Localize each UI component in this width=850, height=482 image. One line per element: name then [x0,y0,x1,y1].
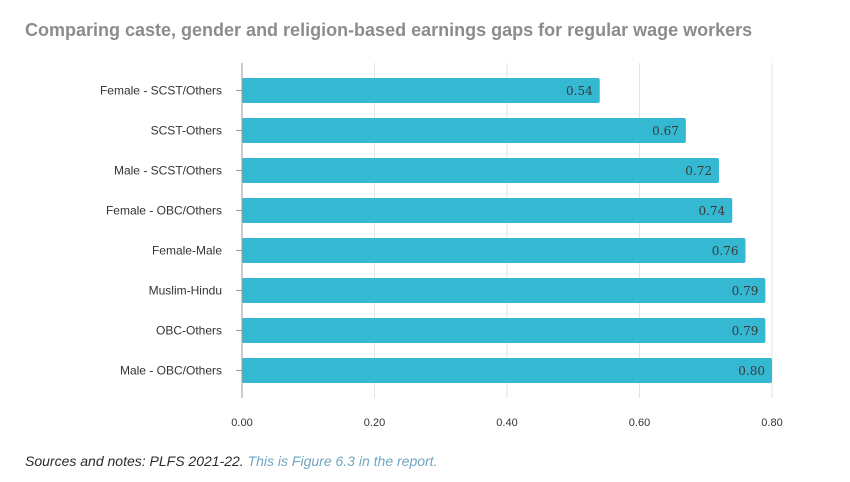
category-label: Muslim-Hindu [149,284,222,298]
bar [242,318,766,343]
labels: 0.00 0.20 0.40 0.60 0.80 0.54 Female - SCST/Ot… [100,84,783,430]
category-label: Female - OBC/Others [106,204,222,218]
sources-notes: Sources and notes: PLFS 2021-22. This is… [25,453,437,469]
bar [242,78,600,103]
bar [242,198,733,223]
figure-reference-link[interactable]: This is Figure 6.3 in the report. [247,453,438,469]
category-label: Male - OBC/Others [120,364,222,378]
chart-title: Comparing caste, gender and religion-bas… [25,20,753,40]
bar-value-label: 0.79 [732,324,759,338]
bar-value-label: 0.79 [732,284,759,298]
bar-chart: 0.00 0.20 0.40 0.60 0.80 0.54 Female - SCST/Ot… [100,63,783,430]
category-label: OBC-Others [156,324,222,338]
x-tick-label: 0.00 [231,417,252,429]
x-tick-label: 0.20 [364,417,385,429]
bar-value-label: 0.72 [685,164,712,178]
x-tick-label: 0.40 [496,417,517,429]
x-tick-label: 0.60 [629,417,650,429]
bar-value-label: 0.74 [699,204,726,218]
axes [236,63,243,398]
bar-value-label: 0.67 [652,124,679,138]
bar [242,158,719,183]
gridlines [374,63,773,398]
bar-value-label: 0.54 [566,84,593,98]
bar [242,278,766,303]
bar [242,238,746,263]
bar-value-label: 0.76 [712,244,739,258]
category-label: SCST-Others [151,124,222,138]
category-label: Female-Male [152,244,222,258]
sources-notes-text: Sources and notes: PLFS 2021-22. [25,453,244,469]
x-tick-label: 0.80 [761,417,782,429]
category-label: Female - SCST/Others [100,84,222,98]
bar-value-label: 0.80 [738,364,765,378]
bars [242,78,772,383]
category-label: Male - SCST/Others [114,164,222,178]
bar [242,118,686,143]
bar [242,358,772,383]
